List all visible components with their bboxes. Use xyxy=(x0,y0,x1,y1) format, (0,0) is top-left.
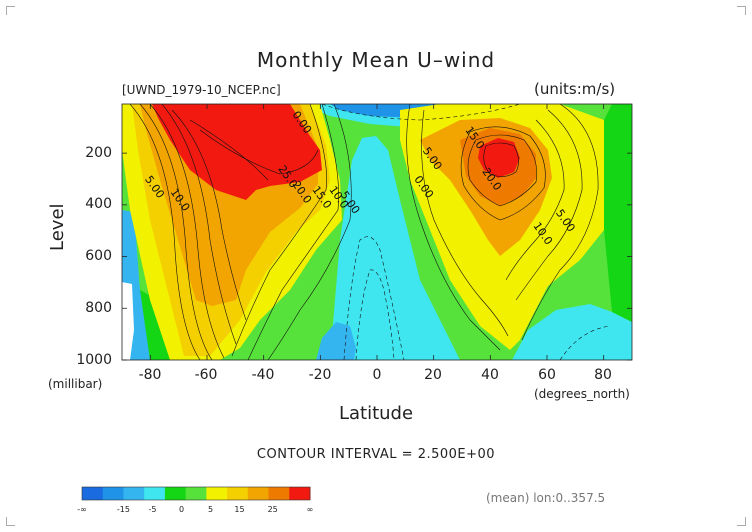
contour-interval-text: CONTOUR INTERVAL = 2.500E+00 xyxy=(256,447,496,462)
colorbar-label: -5 xyxy=(148,505,157,514)
x-tick-label: 40 xyxy=(481,367,499,383)
units-label: (units:m/s) xyxy=(534,80,616,98)
band-equatorial-low xyxy=(330,136,460,360)
colorbar-swatch xyxy=(227,487,249,500)
x-tick-label: -20 xyxy=(308,367,332,383)
contour-line xyxy=(421,109,509,337)
negative-contour xyxy=(559,325,611,360)
contour-line xyxy=(406,104,501,351)
x-unit-label: (degrees_north) xyxy=(534,387,630,401)
x-tick-label: 60 xyxy=(538,367,556,383)
colorbar-swatch xyxy=(102,487,124,500)
contour-line xyxy=(161,104,237,345)
colorbar-swatch xyxy=(164,487,187,500)
colorbar-swatch xyxy=(289,487,311,500)
corner-mark-bl xyxy=(6,517,15,526)
colorbar-label: ∞ xyxy=(306,505,314,514)
dataset-label: [UWND_1979-10_NCEP.nc] xyxy=(122,83,281,97)
colorbar-label: 0 xyxy=(178,505,185,514)
colorbar-label: 25 xyxy=(267,505,278,514)
contour-fill-layer xyxy=(122,104,632,360)
contour-line xyxy=(129,104,201,360)
negative-contour xyxy=(343,236,405,360)
band-ne-low xyxy=(512,304,632,360)
contour-line xyxy=(505,119,565,281)
x-tick-label: -80 xyxy=(138,367,162,383)
colorbar-swatch xyxy=(82,487,104,500)
contour-line xyxy=(199,129,319,175)
x-tick-label: -60 xyxy=(194,367,218,383)
negative-contour xyxy=(355,269,395,360)
contour-line xyxy=(139,104,213,360)
contour-line xyxy=(483,142,519,177)
y-unit-label: (millibar) xyxy=(48,377,103,391)
colorbar-swatch xyxy=(144,487,166,500)
contour-line-layer xyxy=(129,104,599,360)
x-tick-label: 0 xyxy=(372,367,382,383)
y-tick-label: 1000 xyxy=(76,352,112,368)
corner-mark-tr xyxy=(737,6,746,15)
y-tick-label: 600 xyxy=(85,248,112,264)
negative-contour xyxy=(321,104,521,121)
colorbar-swatch xyxy=(206,487,228,500)
contour-line xyxy=(460,126,546,221)
corner-mark-br xyxy=(737,517,746,526)
contour-line xyxy=(189,119,269,181)
colorbar-frame xyxy=(81,486,311,501)
corner-mark-tl xyxy=(6,6,15,15)
band-east-edge xyxy=(604,104,632,322)
colorbar-swatch xyxy=(247,487,270,500)
colorbar-label: -∞ xyxy=(77,505,87,514)
x-tick-label: 20 xyxy=(424,367,442,383)
contour-line xyxy=(521,104,599,341)
chart-title: Monthly Mean U–wind xyxy=(256,48,496,72)
colorbar-swatch xyxy=(268,487,290,500)
y-tick-label: 400 xyxy=(85,196,112,212)
x-tick-label: -40 xyxy=(251,367,275,383)
colorbar-swatch xyxy=(123,487,145,500)
contour-line xyxy=(149,104,225,359)
contour-line xyxy=(515,109,583,301)
band-west-white xyxy=(122,282,134,360)
colorbar-label: 15 xyxy=(234,505,245,514)
contour-line xyxy=(267,104,352,360)
y-tick-label: 200 xyxy=(85,145,112,161)
contour-line xyxy=(247,104,339,360)
band-nh-25-30 xyxy=(478,138,520,178)
negative-contour-layer xyxy=(321,104,611,360)
colorbar-label: 5 xyxy=(207,505,214,514)
x-axis-label: Latitude xyxy=(338,403,414,424)
band-equatorial-core xyxy=(316,322,356,360)
axis-ticks xyxy=(122,104,632,361)
contour-line xyxy=(171,109,247,321)
colorbar-label: -15 xyxy=(116,505,130,514)
contour-line xyxy=(231,104,327,357)
colorbar-swatch xyxy=(185,487,207,500)
contour-line xyxy=(467,134,538,207)
mean-label: (mean) lon:0..357.5 xyxy=(486,491,606,505)
x-tick-label: 80 xyxy=(594,367,612,383)
y-tick-label: 800 xyxy=(85,300,112,316)
